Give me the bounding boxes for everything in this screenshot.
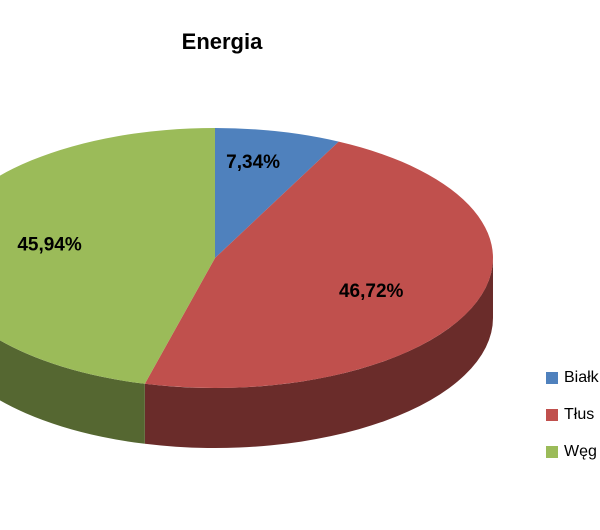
slice — [0, 128, 215, 384]
slice-side — [0, 340, 145, 444]
data-label: 7,34% — [226, 152, 280, 173]
data-label: 46,72% — [339, 281, 404, 302]
legend-label: Tłus — [564, 406, 594, 423]
legend-swatch — [546, 372, 558, 384]
chart-title: Energia — [182, 29, 263, 54]
legend-label: Węg — [564, 443, 597, 460]
legend-swatch — [546, 409, 558, 421]
slice-side — [144, 258, 493, 448]
slice — [215, 128, 339, 258]
slice — [144, 141, 493, 388]
data-label: 45,94% — [17, 235, 82, 256]
legend-label: Białk — [564, 369, 600, 386]
legend-swatch — [546, 446, 558, 458]
